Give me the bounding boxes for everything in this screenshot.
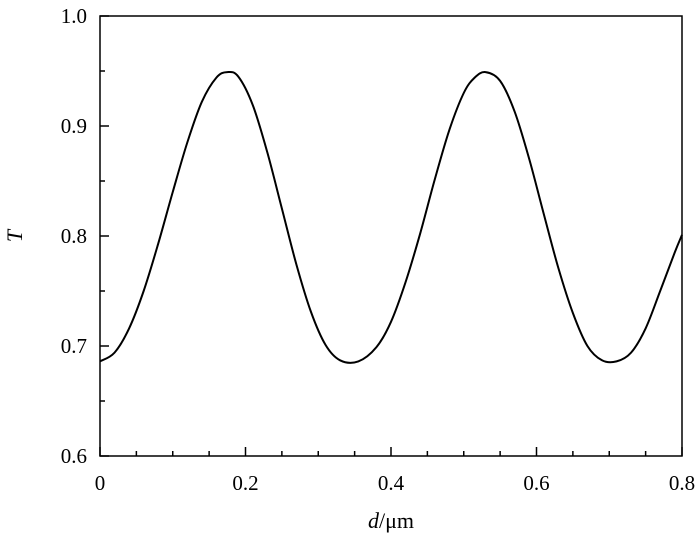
plot-frame bbox=[99, 15, 683, 457]
x-tick-label: 0.8 bbox=[669, 471, 695, 495]
y-axis-label: T bbox=[2, 228, 27, 242]
series-line bbox=[99, 70, 683, 364]
y-tick-label: 0.6 bbox=[61, 444, 87, 468]
x-tick-label: 0.6 bbox=[523, 471, 549, 495]
x-tick-label: 0 bbox=[95, 471, 106, 495]
y-tick-label: 0.9 bbox=[61, 114, 87, 138]
x-axis-label-variable: d bbox=[368, 508, 380, 533]
x-axis-label: d/μm bbox=[368, 508, 414, 533]
y-tick-label: 0.8 bbox=[61, 224, 87, 248]
x-tick-label: 0.4 bbox=[378, 471, 405, 495]
x-axis-label-unit: /μm bbox=[379, 508, 414, 533]
tick-labels-layer: 0 0.2 0.4 0.6 0.8 0.6 0.7 0.8 0.9 1.0 bbox=[61, 4, 695, 495]
y-tick-label: 0.7 bbox=[61, 334, 87, 358]
y-tick-label: 1.0 bbox=[61, 4, 87, 28]
x-tick-label: 0.2 bbox=[232, 471, 258, 495]
ticks-layer bbox=[99, 15, 683, 457]
